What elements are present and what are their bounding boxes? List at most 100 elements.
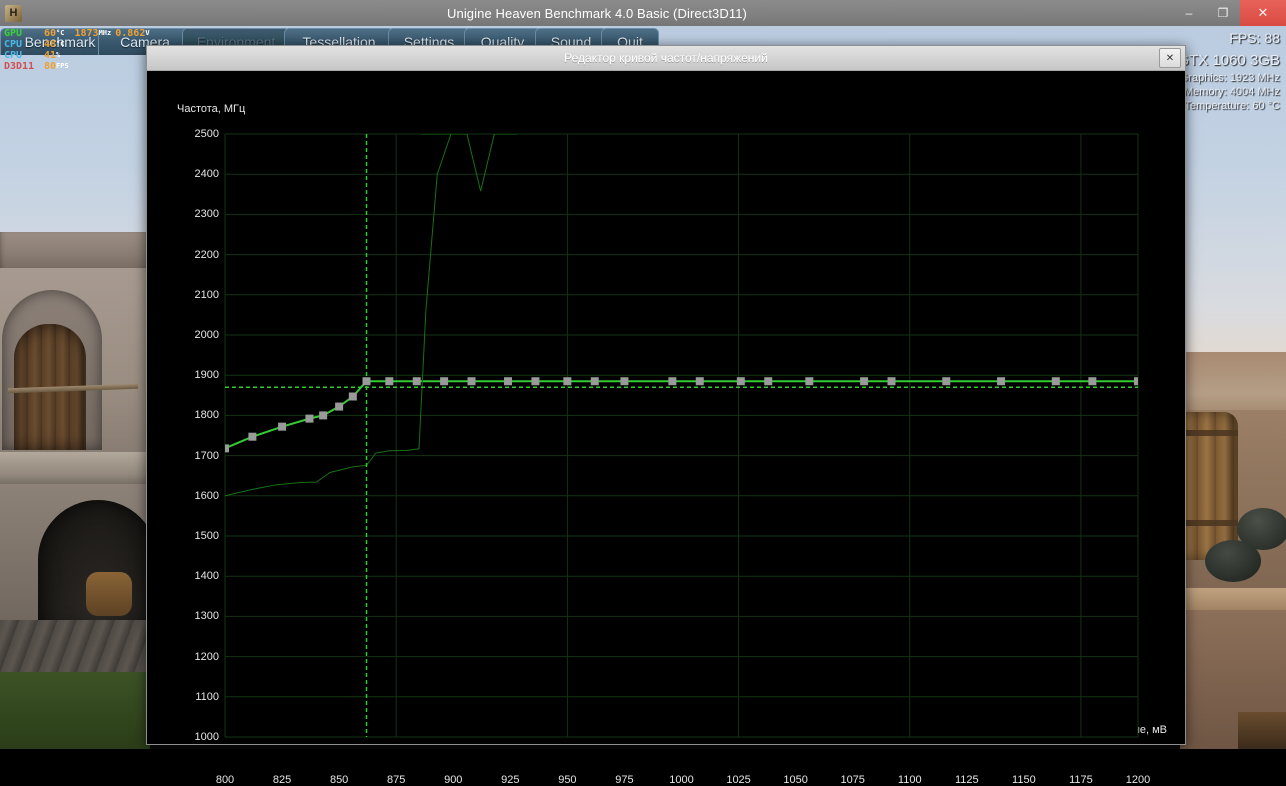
hud-row-cpu-2: CPU 41% [4, 50, 150, 61]
cobblestone-path [0, 620, 150, 680]
hud-unit: FPS [56, 62, 69, 70]
stone-ledge [0, 452, 150, 488]
hud-key: CPU [4, 39, 23, 50]
maximize-button[interactable]: ❐ [1217, 6, 1229, 20]
x-axis-tick-label: 900 [444, 774, 463, 786]
gpu-name: GTX 1060 3GB [1177, 52, 1280, 69]
app-icon: H [5, 4, 22, 22]
x-axis-tick-label: 925 [501, 774, 520, 786]
curve-point-marker[interactable] [248, 432, 257, 441]
curve-point-marker[interactable] [278, 422, 287, 431]
curve-point-marker[interactable] [467, 377, 476, 386]
y-axis-tick-label: 2000 [194, 329, 219, 341]
curve-point-marker[interactable] [1088, 377, 1097, 386]
x-axis-tick-label: 1000 [669, 774, 694, 786]
hud-value2: 1873 [74, 28, 99, 39]
y-axis-title: Частота, МГц [177, 103, 246, 115]
y-axis-tick-label: 2300 [194, 208, 219, 221]
curve-point-marker[interactable] [942, 377, 951, 386]
gpu-temperature: Temperature: 60 °C [1184, 100, 1281, 112]
curve-point-marker[interactable] [348, 392, 357, 401]
y-axis-tick-label: 1900 [194, 369, 219, 382]
x-axis-tick-label: 1175 [1069, 774, 1093, 786]
y-axis-tick-label: 1400 [194, 570, 219, 583]
hud-unit3: V [145, 29, 150, 37]
curve-point-marker[interactable] [504, 377, 513, 386]
hud-row-d3d11-3: D3D11 80 FPS [4, 61, 150, 72]
x-axis-tick-label: 1200 [1125, 774, 1151, 786]
y-axis-tick-label: 1200 [194, 650, 219, 663]
barrel-hoop [1180, 430, 1238, 436]
minimize-button[interactable]: – [1185, 6, 1193, 20]
wooden-crate [1238, 712, 1286, 749]
curve-point-marker[interactable] [860, 377, 869, 386]
y-axis-tick-label: 2400 [194, 168, 219, 181]
y-axis-tick-label: 1800 [194, 409, 219, 422]
curve-point-marker[interactable] [335, 402, 344, 411]
curve-point-marker[interactable] [221, 444, 229, 453]
plot-background [225, 134, 1138, 737]
curve-point-marker[interactable] [997, 377, 1006, 386]
curve-point-marker[interactable] [563, 377, 572, 386]
curve-point-marker[interactable] [440, 377, 449, 386]
curve-point-marker[interactable] [319, 411, 328, 420]
hud-value: 48 [44, 39, 57, 50]
x-axis-tick-label: 1075 [840, 774, 865, 786]
curve-point-marker[interactable] [887, 377, 896, 386]
x-axis-tick-label: 1050 [783, 774, 808, 786]
hud-unit2: MHz [98, 29, 112, 37]
curve-point-marker[interactable] [764, 377, 773, 386]
hud-unit: °C [56, 40, 65, 48]
dialog-titlebar[interactable]: Редактор кривой частот/напряжений ✕ [147, 46, 1185, 71]
chart-svg[interactable] [177, 124, 1144, 769]
x-axis-tick-label: 950 [558, 774, 577, 786]
dialog-body: Частота, МГц Напряжение, мВ 100011001200… [147, 71, 1185, 786]
y-axis-tick-label: 2100 [194, 288, 219, 301]
y-axis-tick-label: 2200 [194, 248, 219, 261]
curve-point-marker[interactable] [531, 377, 540, 386]
x-axis-tick-label: 800 [215, 774, 235, 786]
curve-point-marker[interactable] [668, 377, 677, 386]
curve-point-marker[interactable] [385, 377, 394, 386]
hud-value: 41 [44, 50, 57, 61]
curve-point-marker[interactable] [362, 377, 371, 386]
hud-value: 80 [44, 61, 57, 72]
curve-point-marker[interactable] [805, 377, 814, 386]
dialog-close-icon[interactable]: ✕ [1159, 48, 1181, 68]
x-axis-tick-label: 850 [329, 774, 349, 786]
graphics-clock: Graphics: 1923 MHz [1179, 72, 1280, 84]
benchmark-stats-overlay: FPS: 88 GTX 1060 3GB Graphics: 1923 MHz … [1177, 30, 1280, 113]
hud-value: 60 [44, 28, 57, 39]
curve-point-marker[interactable] [412, 377, 421, 386]
curve-point-marker[interactable] [305, 414, 314, 423]
grass-patch [0, 672, 150, 749]
close-button[interactable]: ✕ [1240, 0, 1286, 26]
window-titlebar: H Unigine Heaven Benchmark 4.0 Basic (Di… [0, 0, 1286, 26]
voltage-frequency-chart[interactable]: 1000 1100 1200 1300 1400 1500 1600 1700 1800 1900… [177, 124, 1151, 786]
y-axis-tick-label: 1700 [194, 449, 219, 462]
hud-key: D3D11 [4, 61, 35, 72]
y-axis-tick-label: 1100 [195, 690, 219, 703]
series-curve-default-upper[interactable] [421, 134, 518, 192]
small-barrel [86, 572, 132, 616]
y-axis-tick-label: 2500 [194, 128, 219, 140]
curve-editor-dialog: Редактор кривой частот/напряжений ✕ Част… [146, 45, 1186, 786]
curve-point-marker[interactable] [620, 377, 629, 386]
hud-unit: % [56, 51, 61, 59]
fps-counter: FPS: 88 [1229, 30, 1280, 46]
curve-point-marker[interactable] [1134, 377, 1142, 386]
x-axis-tick-label: 1150 [1012, 774, 1036, 786]
hud-row-gpu-0: GPU 60 °C 1873 MHz 0.862 V [4, 28, 150, 39]
curve-point-marker[interactable] [1051, 377, 1060, 386]
y-axis-tick-label: 1500 [194, 530, 219, 542]
barrel-hoop [1180, 520, 1238, 526]
hud-value3: 0.862 [115, 28, 146, 39]
x-axis-tick-label: 1100 [897, 774, 922, 786]
x-axis-tick-label: 975 [615, 774, 634, 786]
hud-row-cpu-1: CPU 48 °C [4, 39, 150, 50]
curve-point-marker[interactable] [590, 377, 599, 386]
curve-point-marker[interactable] [695, 377, 704, 386]
curve-point-marker[interactable] [736, 377, 745, 386]
y-axis-tick-label: 1300 [194, 610, 219, 623]
hud-key: GPU [4, 28, 23, 39]
